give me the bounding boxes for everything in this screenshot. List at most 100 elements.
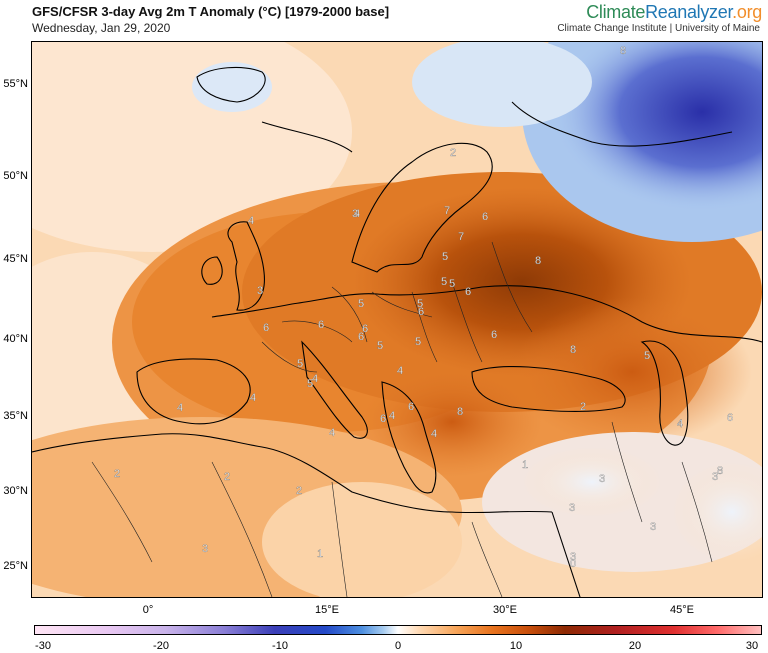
balkans-outline	[381, 381, 437, 494]
brand-reanalyzer: Reanalyzer	[645, 2, 733, 22]
lat-label-35: 35°N	[3, 410, 28, 422]
iceland-cool-region	[192, 62, 272, 112]
contour-value-label: 5	[442, 251, 448, 263]
contour-value-label: 3	[712, 471, 718, 483]
colorbar-tick-minus30: -30	[35, 640, 51, 652]
contour-value-label: 4	[329, 427, 335, 439]
europe-north-coast	[211, 285, 762, 343]
lat-label-30: 30°N	[3, 485, 28, 497]
colorbar-tick-20: 20	[628, 640, 642, 652]
lat-label-55: 55°N	[3, 78, 28, 90]
contour-value-label: 3	[202, 543, 208, 555]
contour-value-label: 4	[248, 215, 254, 227]
lon-label-15e: 15°E	[315, 604, 339, 616]
contour-value-label: 6	[491, 329, 497, 341]
atlantic-pale-region	[32, 42, 352, 252]
lat-label-40: 40°N	[3, 333, 28, 345]
contour-value-label: 6	[362, 323, 368, 335]
contour-value-label: 8	[457, 406, 463, 418]
contour-value-label: 4	[389, 410, 395, 422]
lon-label-45e: 45°E	[670, 604, 694, 616]
contour-value-label: 8	[717, 465, 723, 477]
contour-value-label: 2	[224, 471, 230, 483]
contour-value-label: 5	[297, 358, 303, 370]
brand-climate: Climate	[586, 2, 646, 22]
contour-value-label: 5	[358, 298, 364, 310]
ireland-outline	[201, 256, 223, 285]
lon-label-30e: 30°E	[493, 604, 517, 616]
brand-org: .org	[732, 2, 762, 22]
contour-value-label: 6	[318, 319, 324, 331]
arctic-cold-core	[552, 42, 762, 212]
contour-value-label: 3	[352, 208, 358, 220]
norwegian-sea-coast	[261, 121, 353, 153]
contour-value-label: 1	[522, 459, 528, 471]
contour-value-label: 6	[358, 331, 364, 343]
contour-value-label: 6	[418, 306, 424, 318]
contour-value-label: 3	[257, 285, 263, 297]
north-africa-coast	[32, 433, 553, 514]
lat-label-45: 45°N	[3, 253, 28, 265]
contour-value-label: 4	[431, 428, 437, 440]
contour-value-label: 5	[441, 276, 447, 288]
colorbar	[34, 625, 762, 635]
contour-value-label: 2	[450, 147, 456, 159]
libya-pale-region	[262, 482, 462, 597]
coastlines	[32, 66, 762, 597]
colorbar-tick-30: 30	[745, 640, 759, 652]
arctic-coast	[511, 101, 733, 147]
italy-outline	[301, 340, 368, 439]
brand-subtitle: Climate Change Institute | University of…	[557, 23, 760, 34]
contour-value-label: 8	[620, 45, 626, 57]
contour-value-label: 4	[677, 418, 683, 430]
contour-value-label: 5	[377, 340, 383, 352]
brand-logo[interactable]: ClimateReanalyzer.org	[586, 2, 762, 23]
lat-label-25: 25°N	[3, 560, 28, 572]
contour-value-label: 6	[482, 211, 488, 223]
contour-value-label: 7	[444, 205, 450, 217]
contour-value-label: 4	[250, 392, 256, 404]
scandinavia-outline	[351, 142, 493, 273]
contour-value-label: 3	[650, 521, 656, 533]
contour-value-label: 5	[415, 336, 421, 348]
contour-value-label: 7	[458, 231, 464, 243]
contour-value-label: 6	[727, 412, 733, 424]
contour-value-label: 6	[408, 401, 414, 413]
map-date: Wednesday, Jan 29, 2020	[32, 21, 171, 35]
colorbar-tick-minus20: -20	[153, 640, 169, 652]
contour-value-label: 6	[380, 413, 386, 425]
contour-value-label: 4	[677, 418, 683, 430]
black-sea-outline	[471, 366, 626, 413]
iceland-outline	[196, 66, 266, 103]
map-title: GFS/CFSR 3-day Avg 2m T Anomaly (°C) [19…	[32, 4, 390, 19]
contour-value-label: 5	[449, 278, 455, 290]
lon-label-0: 0°	[142, 604, 154, 616]
contour-value-label: 5	[417, 298, 423, 310]
iran-pale	[672, 462, 762, 562]
balkans-hot-region	[362, 367, 542, 477]
barents-cool-region	[412, 42, 592, 127]
contour-value-label: 5	[644, 350, 650, 362]
contour-value-label: 6	[263, 322, 269, 334]
contour-value-label: 4	[312, 373, 318, 385]
contour-value-label: 2	[296, 485, 302, 497]
contour-value-label: 4	[354, 208, 360, 220]
colorbar-tick-0: 0	[394, 640, 402, 652]
contour-value-label: 2	[580, 401, 586, 413]
contour-value-label: 3	[569, 502, 575, 514]
colorbar-tick-minus10: -10	[272, 640, 288, 652]
red-sea-coast	[551, 511, 581, 597]
contour-value-label: 1	[317, 548, 323, 560]
contour-value-label: 8	[535, 255, 541, 267]
contour-value-label: 8	[570, 344, 576, 356]
caspian-sea-outline	[640, 340, 689, 446]
colorbar-tick-10: 10	[509, 640, 523, 652]
country-borders	[91, 241, 713, 597]
contour-value-label: 2	[114, 468, 120, 480]
contour-value-label: 4	[177, 402, 183, 414]
contour-value-label: 4	[397, 365, 403, 377]
contour-value-label: 6	[465, 286, 471, 298]
